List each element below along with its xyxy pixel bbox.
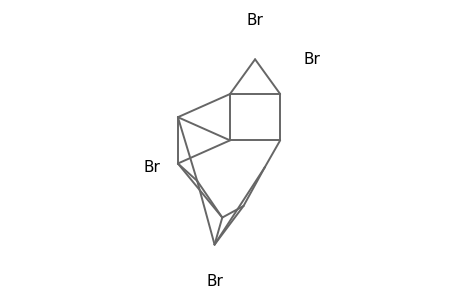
Text: Br: Br: [246, 14, 263, 28]
Text: Br: Br: [143, 160, 160, 175]
Text: Br: Br: [302, 52, 319, 67]
Text: Br: Br: [206, 274, 223, 289]
